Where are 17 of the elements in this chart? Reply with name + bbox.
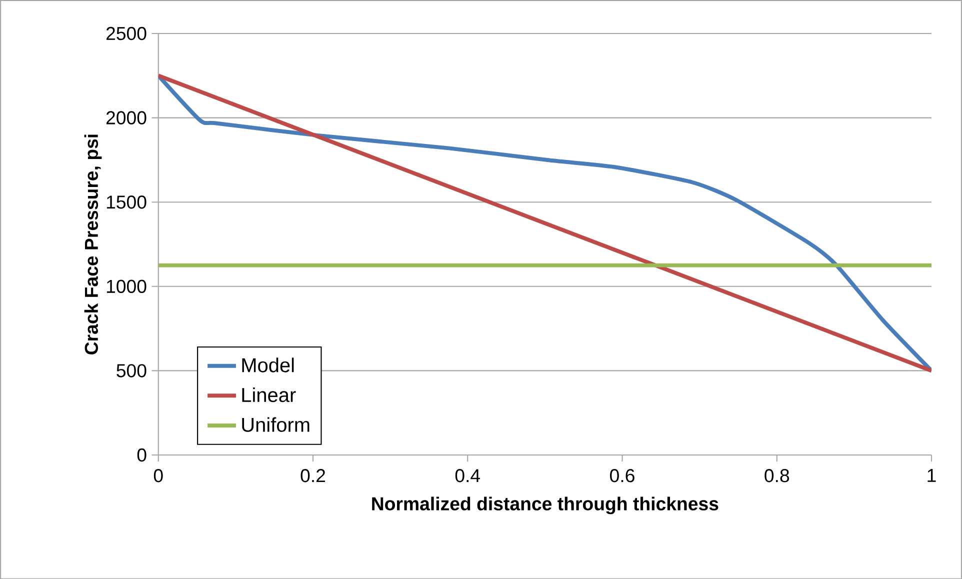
legend-label: Linear	[242, 387, 296, 402]
x-tick-label: 0.6	[610, 468, 634, 482]
legend-label: Uniform	[242, 417, 310, 432]
x-tick-label: 0.8	[764, 468, 790, 482]
legend-label: Model	[242, 357, 294, 372]
x-tick-label: 1	[928, 468, 936, 482]
y-axis-title: Crack Face Pressure, psi	[84, 134, 102, 354]
x-tick-label: 0.4	[455, 468, 480, 482]
y-tick-label: 500	[116, 364, 146, 378]
y-tick-label: 0	[137, 448, 146, 462]
y-tick-label: 2000	[106, 110, 146, 124]
y-tick-label: 1000	[106, 280, 146, 293]
x-axis-title: Normalized distance through thickness	[372, 496, 718, 514]
x-tick-label: 0.2	[300, 468, 326, 482]
x-tick-label: 0	[154, 468, 163, 482]
y-tick-label: 1500	[106, 195, 146, 208]
y-tick-label: 2500	[106, 26, 146, 40]
